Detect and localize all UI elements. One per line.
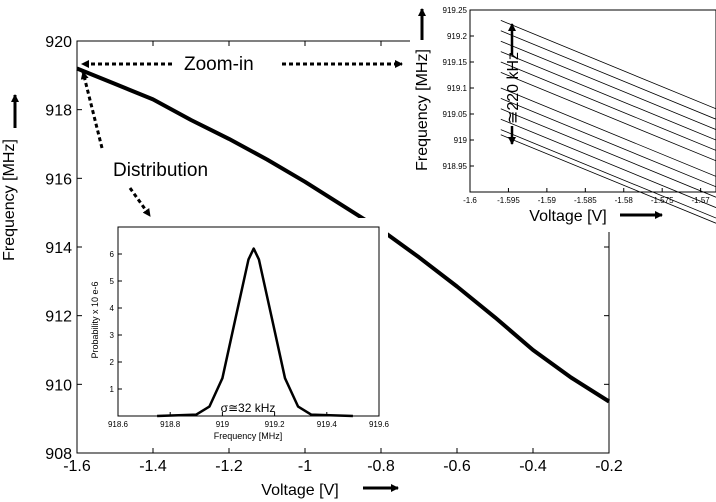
zoom-voltage-line <box>500 72 716 162</box>
zoom-inset-chart: -1.6 -1.595 -1.59 -1.585 -1.58 -1.575 -1.57 91… <box>410 0 716 232</box>
zoom-voltage-line <box>500 30 716 120</box>
zoom-y-tick-label: 919.2 <box>447 32 468 41</box>
zoom-voltage-line <box>500 40 716 130</box>
distribution-y-tick-label: 2 <box>110 358 115 367</box>
main-y-tick-label: 910 <box>45 377 72 394</box>
distribution-x-tick-label: 919.6 <box>369 420 390 429</box>
zoom-x-tick-label: -1.59 <box>538 196 557 205</box>
zoom-voltage-line <box>500 87 716 177</box>
distribution-y-tick-label: 6 <box>110 250 115 259</box>
main-x-tick-label: -0.6 <box>443 458 471 475</box>
zoom-y-axis-label: Frequency [MHz] <box>414 49 431 171</box>
zoom-y-tick-label: 919.1 <box>447 84 468 93</box>
distribution-y-tick-label: 1 <box>110 385 115 394</box>
zoom-series <box>500 20 716 224</box>
zoom-y-tick-label: 919.15 <box>443 58 468 67</box>
main-y-tick-label: 920 <box>45 34 72 51</box>
distribution-y-tick-label: 5 <box>110 277 115 286</box>
zoom-voltage-line <box>500 134 716 224</box>
zoom-y-tick-label: 919.25 <box>443 6 468 15</box>
main-x-tick-label: -1.2 <box>215 458 243 475</box>
distribution-y-tick-label: 3 <box>110 331 115 340</box>
zoom-in-label: Zoom-in <box>184 54 254 75</box>
distribution-y-axis-label: Probability x 10 e-6 <box>90 281 100 358</box>
zoom-voltage-line <box>500 129 716 219</box>
main-y-tick-label: 914 <box>45 240 72 257</box>
zoom-voltage-line <box>500 98 716 188</box>
zoom-voltage-line <box>500 20 716 110</box>
main-y-axis: 908 910 912 914 916 918 920 <box>45 34 609 463</box>
distribution-x-tick-label: 919.4 <box>317 420 338 429</box>
main-frequency-line <box>76 66 611 404</box>
distribution-y-axis: 1 2 3 4 5 6 <box>110 250 122 394</box>
distribution-plot-frame <box>117 226 380 417</box>
distribution-series <box>157 247 353 418</box>
distribution-arrow-down <box>128 187 152 217</box>
distribution-x-tick-label: 919.2 <box>265 420 286 429</box>
main-x-tick-label: -0.2 <box>595 458 623 475</box>
zoom-voltage-line <box>500 118 716 208</box>
main-y-tick-label: 908 <box>45 446 72 463</box>
main-x-tick-label: -1.4 <box>139 458 167 475</box>
zoom-x-tick-label: -1.58 <box>615 196 634 205</box>
zoom-voltage-line <box>500 61 716 151</box>
distribution-inset-background <box>84 218 388 444</box>
zoom-x-tick-label: -1.57 <box>692 196 711 205</box>
zoom-y-axis: 918.95 919 919.05 919.1 919.15 919.2 919.25 <box>443 6 474 171</box>
distribution-x-tick-label: 919 <box>216 420 230 429</box>
distribution-inset-chart: 918.6 918.8 919 919.2 919.4 919.6 1 2 3 4 5 6 σ≅32… <box>84 218 390 444</box>
main-y-tick-label: 918 <box>45 103 72 120</box>
zoom-y-tick-label: 919.05 <box>443 110 468 119</box>
distribution-label: Distribution <box>113 160 208 181</box>
main-y-tick-label: 916 <box>45 171 72 188</box>
zoom-x-axis-label: Voltage [V] <box>529 208 606 225</box>
zoom-voltage-line <box>500 51 716 141</box>
zoom-y-tick-label: 919 <box>454 136 468 145</box>
spread-label: ≅220 kHz <box>505 52 522 124</box>
zoom-x-tick-label: -1.595 <box>497 196 520 205</box>
distribution-curve <box>157 247 353 418</box>
main-x-tick-label: -0.8 <box>367 458 395 475</box>
main-x-axis: -1.6 -1.4 -1.2 -1 -0.8 -0.6 -0.4 -0.2 <box>63 41 623 475</box>
main-x-tick-label: -1.6 <box>63 458 91 475</box>
main-x-axis-label: Voltage [V] <box>261 482 338 499</box>
zoom-y-tick-label: 918.95 <box>443 162 468 171</box>
distribution-y-tick-label: 4 <box>110 304 115 313</box>
zoom-voltage-line <box>500 108 716 198</box>
main-chart: -1.6 -1.4 -1.2 -1 -0.8 -0.6 -0.4 -0.2 908 910 912… <box>1 34 623 499</box>
main-y-axis-label: Frequency [MHz] <box>1 139 18 261</box>
zoom-x-tick-label: -1.585 <box>574 196 597 205</box>
zoom-x-axis: -1.6 -1.595 -1.59 -1.585 -1.58 -1.575 -1.57 <box>463 188 710 205</box>
distribution-arrow-up <box>80 71 104 149</box>
distribution-x-tick-label: 918.8 <box>160 420 181 429</box>
main-x-tick-label: -0.4 <box>519 458 547 475</box>
distribution-x-tick-label: 918.6 <box>108 420 129 429</box>
sigma-label: σ≅32 kHz <box>221 401 276 415</box>
main-x-tick-label: -1 <box>298 458 312 475</box>
zoom-x-tick-label: -1.575 <box>651 196 674 205</box>
main-y-tick-label: 912 <box>45 309 72 326</box>
distribution-x-axis-label: Frequency [MHz] <box>214 431 283 441</box>
main-series <box>76 66 611 404</box>
zoom-x-tick-label: -1.6 <box>463 196 477 205</box>
